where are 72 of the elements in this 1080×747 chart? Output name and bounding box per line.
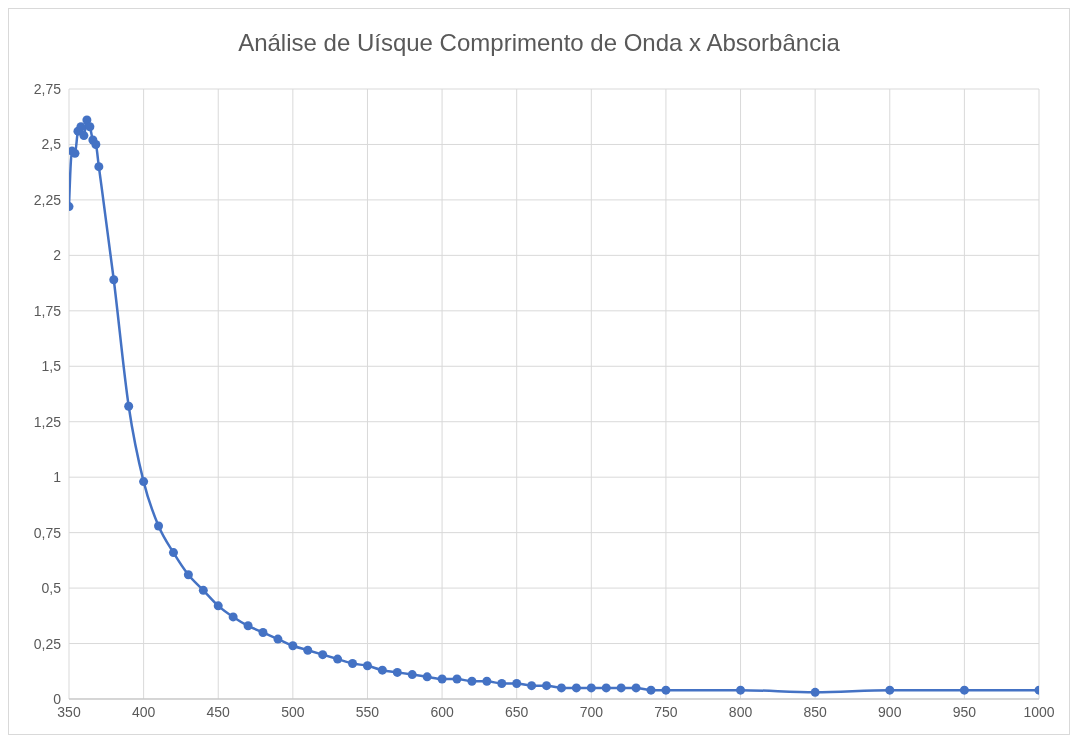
y-tick-label: 0,25 [33, 635, 62, 652]
point [452, 674, 462, 684]
y-tick-label: 2,25 [33, 191, 62, 208]
point [959, 685, 969, 695]
point [392, 667, 402, 677]
point [109, 275, 119, 285]
point [243, 621, 253, 631]
x-tick-label: 850 [803, 703, 828, 720]
point [377, 665, 387, 675]
point [736, 685, 746, 695]
point [661, 685, 671, 695]
x-tick-label: 950 [952, 703, 977, 720]
point [497, 678, 507, 688]
point [85, 122, 95, 132]
point [198, 585, 208, 595]
point [571, 683, 581, 693]
point [348, 659, 358, 669]
x-tick-label: 1000 [1023, 703, 1055, 720]
x-tick-label: 750 [654, 703, 678, 720]
point [362, 661, 372, 671]
point [168, 548, 178, 558]
y-tick-label: 1,75 [33, 302, 62, 319]
point [183, 570, 193, 580]
point [91, 139, 101, 149]
point [646, 685, 656, 695]
point [273, 634, 283, 644]
point [318, 650, 328, 660]
point [556, 683, 566, 693]
y-tick-label: 0,75 [33, 524, 62, 541]
x-tick-label: 400 [131, 703, 156, 720]
point [422, 672, 432, 682]
point [76, 122, 86, 132]
point [79, 131, 89, 141]
point [437, 674, 447, 684]
x-tick-label: 700 [579, 703, 604, 720]
point [482, 676, 492, 686]
point [527, 681, 537, 691]
point [810, 687, 820, 697]
point [258, 627, 268, 637]
point [542, 681, 552, 691]
x-tick-label: 450 [206, 703, 231, 720]
y-tick-label: 2,75 [33, 80, 62, 97]
point [586, 683, 596, 693]
point [512, 678, 522, 688]
x-tick-label: 800 [728, 703, 753, 720]
point [616, 683, 626, 693]
x-tick-label: 550 [355, 703, 380, 720]
y-tick-label: 2,5 [41, 136, 62, 153]
point [631, 683, 641, 693]
point [124, 401, 134, 411]
point [601, 683, 611, 693]
point [333, 654, 343, 664]
point [303, 645, 313, 655]
x-tick-label: 600 [430, 703, 454, 720]
point [288, 641, 298, 651]
point [213, 601, 223, 611]
y-tick-label: 1,5 [41, 358, 62, 375]
point [467, 676, 477, 686]
y-tick-label: 2 [53, 247, 62, 264]
chart-title: Análise de Uísque Comprimento de Onda x Absorbância [237, 28, 841, 58]
y-tick-label: 1,25 [33, 413, 62, 430]
point [407, 670, 417, 680]
x-tick-label: 650 [505, 703, 529, 720]
x-tick-label: 900 [878, 703, 902, 720]
point [228, 612, 238, 622]
y-tick-label: 1 [53, 469, 62, 486]
x-tick-label: 500 [281, 703, 305, 720]
point [94, 162, 104, 172]
y-tick-label: 0,5 [41, 580, 62, 597]
point [885, 685, 895, 695]
point [154, 521, 164, 531]
point [139, 477, 149, 487]
